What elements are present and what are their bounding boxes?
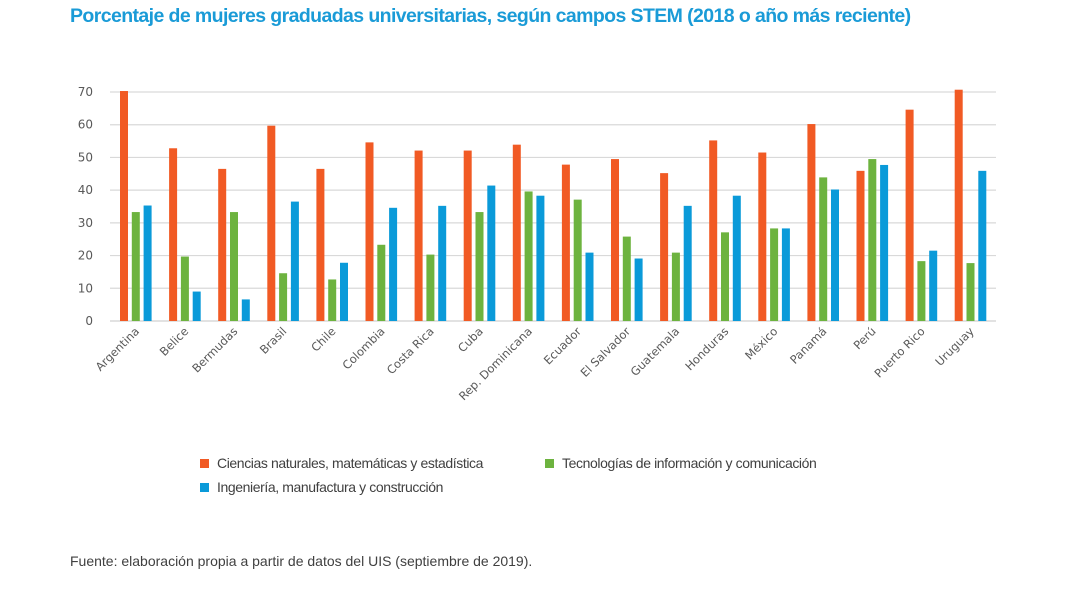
bar-tecnologias (917, 261, 926, 321)
bar-ingenieria (880, 164, 889, 321)
x-tick-label: Chile (308, 324, 338, 354)
x-tick-label: Colombia (340, 324, 388, 372)
bar-ciencias (954, 89, 963, 322)
bar-tecnologias (180, 256, 189, 321)
bar-ingenieria (241, 299, 250, 321)
bar-ciencias (365, 142, 374, 321)
bar-tecnologias (230, 212, 238, 321)
y-tick-label: 20 (78, 249, 93, 263)
bar-ingenieria (340, 262, 348, 321)
chart-title: Porcentaje de mujeres graduadas universi… (70, 5, 911, 27)
bar-ciencias (807, 124, 816, 321)
bar-ciencias (611, 159, 619, 321)
x-tick-label: El Salvador (578, 324, 634, 380)
x-tick-label: Ecuador (541, 324, 584, 367)
y-tick-label: 50 (78, 150, 93, 164)
y-axis-ticks: 0 10 20 30 40 50 60 70 (78, 85, 93, 328)
bar-ciencias (512, 144, 521, 321)
y-tick-label: 70 (78, 85, 93, 99)
bar-ciencias (120, 91, 128, 321)
bar-ingenieria (732, 195, 741, 321)
x-tick-label: Perú (851, 324, 879, 352)
legend-item-tecnologias: Tecnologías de información y comunicació… (545, 455, 817, 471)
bar-ciencias (267, 125, 276, 322)
bar-ciencias (169, 148, 178, 321)
bar-ingenieria (389, 207, 398, 321)
bar-ingenieria (634, 258, 643, 321)
legend-item-ciencias: Ciencias naturales, matemáticas y estadí… (200, 455, 483, 471)
bar-tecnologias (966, 263, 975, 321)
bar-tecnologias (622, 236, 631, 321)
bar-ciencias (758, 152, 767, 321)
x-tick-label: Bermudas (189, 324, 240, 375)
legend-label: Ciencias naturales, matemáticas y estadí… (217, 455, 484, 471)
bar-ciencias (316, 168, 325, 321)
y-tick-label: 40 (78, 183, 93, 197)
x-tick-label: Honduras (682, 324, 731, 373)
bar-ciencias (561, 164, 570, 321)
bar-ingenieria (438, 205, 447, 321)
bar-ingenieria (192, 291, 201, 321)
legend-label: Ingeniería, manufactura y construcción (217, 479, 444, 495)
bar-tecnologias (770, 228, 779, 321)
bar-tecnologias (377, 244, 386, 321)
x-tick-label: Belice (157, 324, 191, 358)
bar-ingenieria (290, 201, 299, 321)
x-tick-label: México (742, 324, 780, 362)
legend-item-ingenieria: Ingeniería, manufactura y construcción (200, 479, 443, 495)
bar-ingenieria (143, 205, 152, 321)
bar-ciencias (218, 168, 227, 321)
legend-swatch-orange (200, 458, 209, 468)
bar-ciencias (463, 150, 472, 321)
bar-ciencias (905, 109, 914, 321)
x-tick-label: Guatemala (628, 324, 683, 379)
bar-tecnologias (524, 191, 533, 321)
bar-tecnologias (868, 159, 877, 321)
bar-ingenieria (781, 228, 790, 321)
bar-ingenieria (585, 252, 594, 321)
source-note: Fuente: elaboración propia a partir de d… (70, 553, 533, 569)
bar-tecnologias (279, 273, 288, 321)
x-tick-label: Cuba (455, 324, 486, 355)
y-tick-label: 30 (78, 216, 93, 230)
x-tick-label: Brasil (257, 324, 290, 357)
bar-ingenieria (536, 195, 545, 321)
legend-swatch-green (545, 458, 554, 468)
bars (120, 89, 987, 322)
bar-tecnologias (131, 212, 140, 321)
legend-label: Tecnologías de información y comunicació… (562, 455, 817, 471)
bar-tecnologias (426, 254, 435, 321)
x-tick-label: Panamá (787, 324, 829, 366)
bar-ingenieria (487, 185, 496, 321)
y-tick-label: 60 (78, 118, 93, 132)
bar-ciencias (856, 170, 865, 321)
bar-ingenieria (978, 170, 987, 321)
bar-tecnologias (671, 252, 680, 321)
bar-tecnologias (819, 177, 828, 321)
legend-swatch-blue (200, 482, 209, 492)
bar-ciencias (709, 140, 718, 321)
bar-ciencias (414, 150, 423, 321)
bar-tecnologias (328, 279, 337, 321)
bar-ingenieria (929, 250, 938, 321)
y-tick-label: 10 (78, 281, 93, 295)
bar-ingenieria (831, 189, 839, 321)
gridlines (110, 91, 996, 322)
x-tick-label: Puerto Rico (871, 324, 927, 380)
x-tick-label: Costa Rica (384, 324, 437, 377)
bar-ciencias (660, 173, 669, 321)
x-tick-label: Uruguay (932, 324, 977, 369)
x-tick-label: Argentina (93, 324, 143, 374)
bar-tecnologias (573, 199, 582, 321)
bar-ingenieria (683, 205, 692, 321)
bar-tecnologias (475, 212, 484, 321)
y-tick-label: 0 (85, 314, 93, 328)
bar-tecnologias (721, 232, 729, 321)
